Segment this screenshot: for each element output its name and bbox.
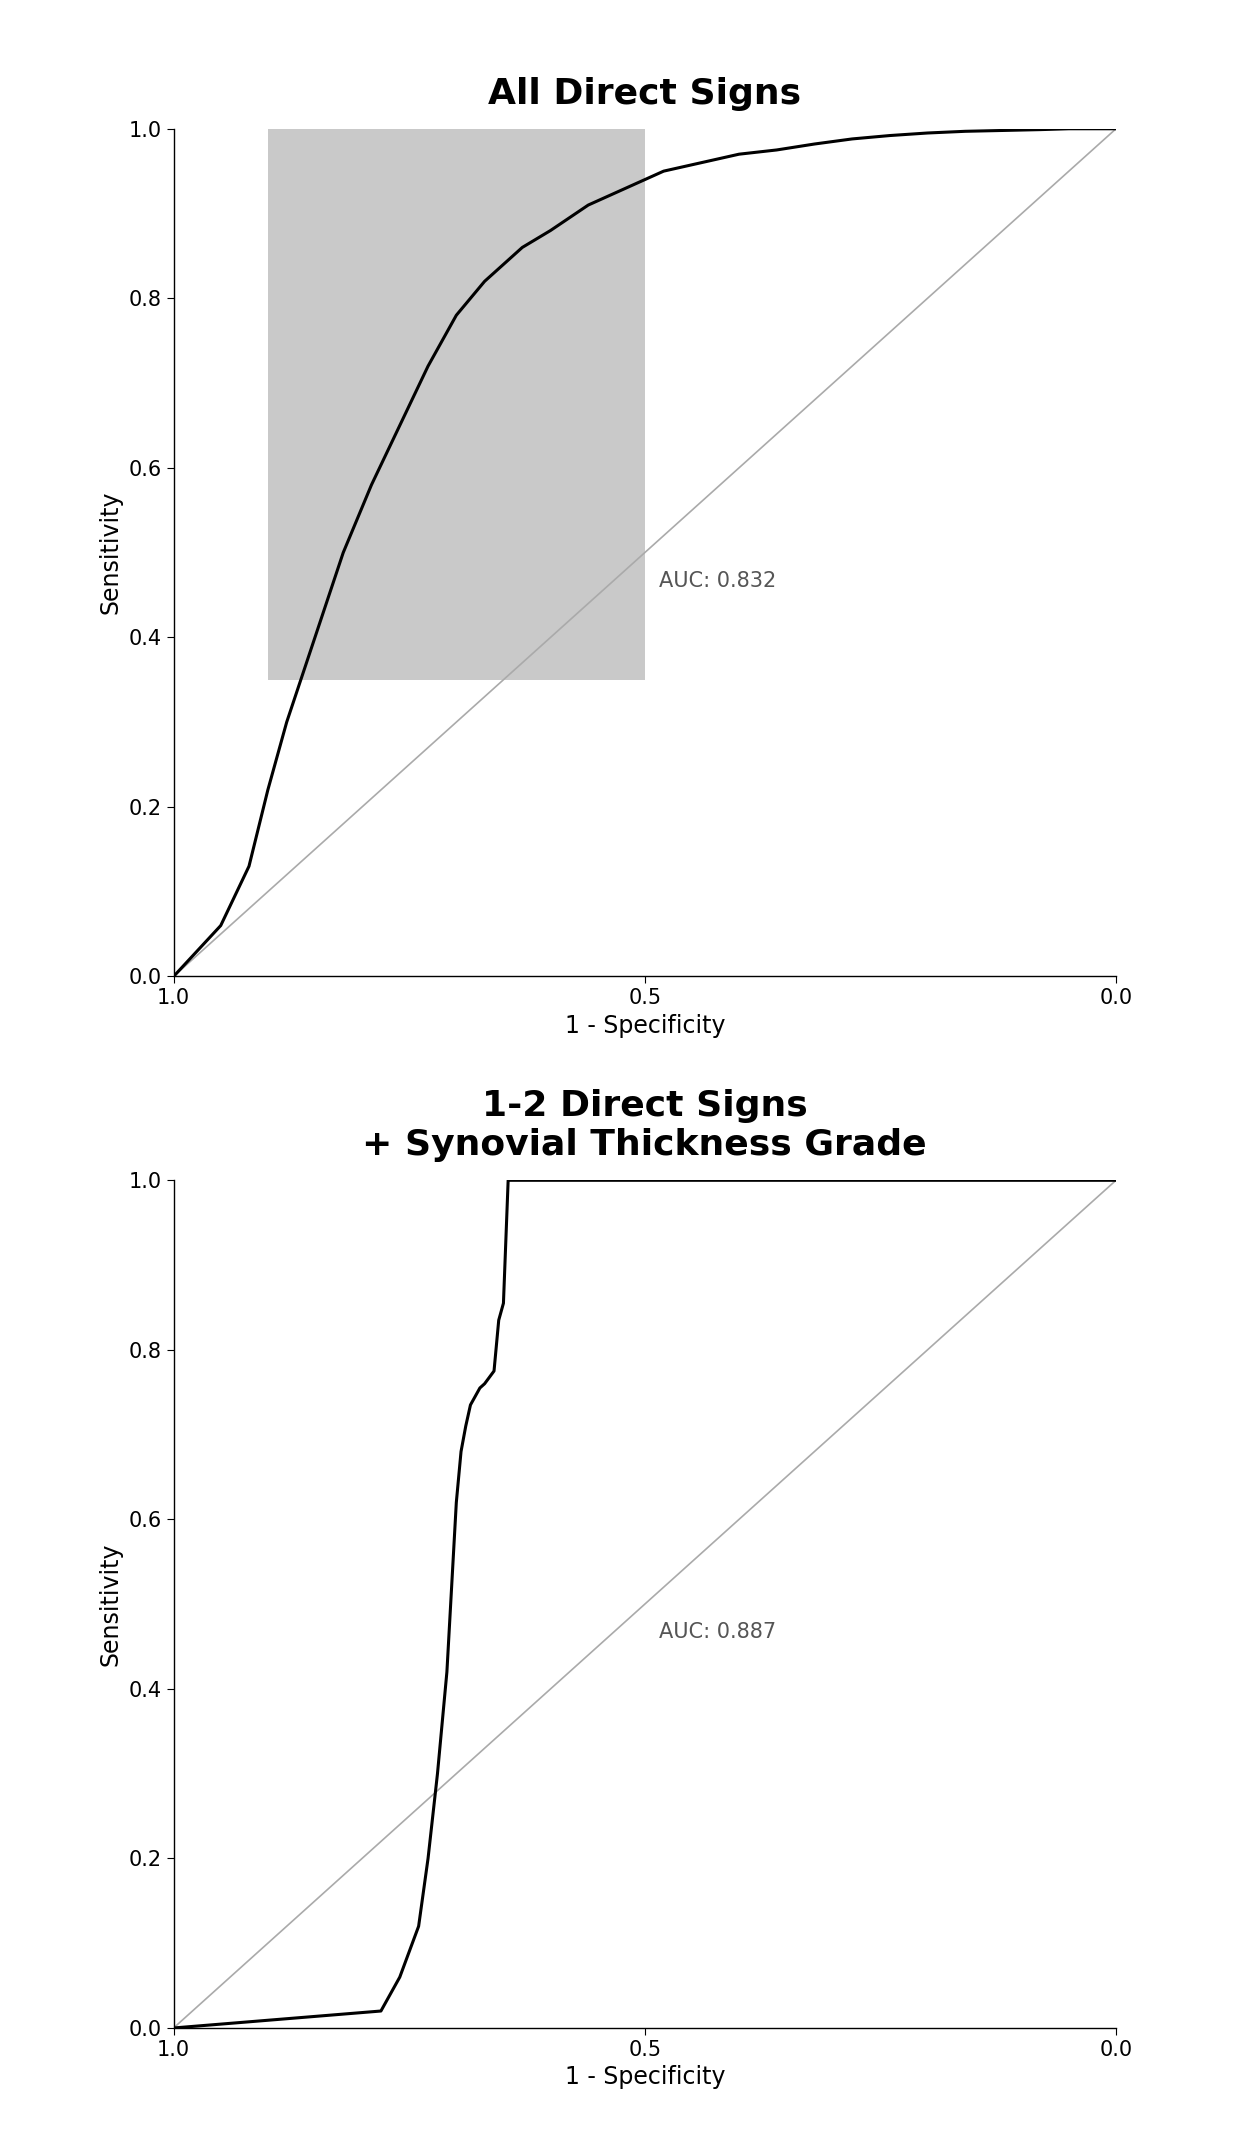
Text: AUC: 0.832: AUC: 0.832 xyxy=(658,571,776,590)
Bar xyxy=(268,129,645,680)
Y-axis label: Sensitivity: Sensitivity xyxy=(99,1543,123,1665)
Y-axis label: Sensitivity: Sensitivity xyxy=(99,491,123,614)
Text: AUC: 0.887: AUC: 0.887 xyxy=(658,1622,776,1642)
X-axis label: 1 - Specificity: 1 - Specificity xyxy=(564,1013,725,1039)
X-axis label: 1 - Specificity: 1 - Specificity xyxy=(564,2064,725,2090)
Title: 1-2 Direct Signs
+ Synovial Thickness Grade: 1-2 Direct Signs + Synovial Thickness Gr… xyxy=(362,1088,928,1163)
Title: All Direct Signs: All Direct Signs xyxy=(489,77,801,112)
